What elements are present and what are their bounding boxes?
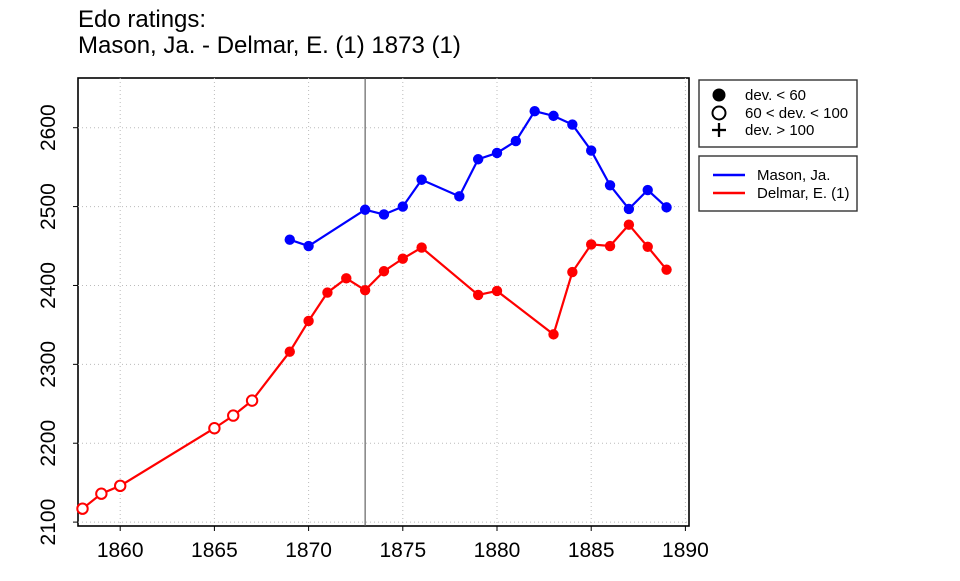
svg-text:dev. < 60: dev. < 60 bbox=[745, 87, 806, 104]
svg-text:1860: 1860 bbox=[97, 539, 144, 562]
svg-text:60 < dev. < 100: 60 < dev. < 100 bbox=[745, 105, 848, 122]
svg-text:1880: 1880 bbox=[474, 539, 521, 562]
svg-text:Delmar, E. (1): Delmar, E. (1) bbox=[757, 185, 850, 202]
svg-text:2500: 2500 bbox=[37, 183, 60, 230]
svg-text:Mason, Ja. - Delmar, E. (1) 18: Mason, Ja. - Delmar, E. (1) 1873 (1) bbox=[78, 32, 461, 59]
svg-text:Edo ratings:: Edo ratings: bbox=[78, 6, 206, 33]
svg-text:dev. > 100: dev. > 100 bbox=[745, 122, 814, 139]
svg-text:1885: 1885 bbox=[568, 539, 615, 562]
svg-text:2400: 2400 bbox=[37, 262, 60, 309]
svg-text:2600: 2600 bbox=[37, 104, 60, 151]
svg-text:1870: 1870 bbox=[285, 539, 332, 562]
svg-text:1865: 1865 bbox=[191, 539, 238, 562]
svg-text:1890: 1890 bbox=[662, 539, 709, 562]
svg-text:1875: 1875 bbox=[379, 539, 426, 562]
svg-text:2300: 2300 bbox=[37, 341, 60, 388]
svg-text:Mason, Ja.: Mason, Ja. bbox=[757, 167, 830, 184]
svg-text:2100: 2100 bbox=[37, 499, 60, 546]
svg-text:2200: 2200 bbox=[37, 420, 60, 467]
